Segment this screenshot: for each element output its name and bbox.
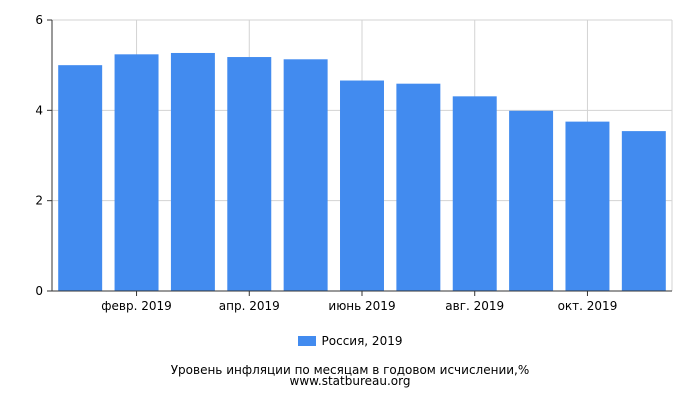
bar — [58, 65, 103, 292]
chart-title: Уровень инфляции по месяцам в годовом ис… — [170, 363, 530, 377]
bar — [340, 80, 384, 291]
bar — [170, 52, 215, 292]
bar — [565, 121, 610, 291]
bar — [621, 131, 666, 291]
x-tick-label: февр. 2019 — [101, 299, 172, 313]
y-tick-label: 2 — [35, 194, 43, 208]
y-tick-labels: 0 2 4 6 — [35, 13, 43, 298]
x-tick-labels: февр. 2019 апр. 2019 июнь 2019 авг. 2019 окт… — [101, 299, 617, 313]
axes — [47, 19, 672, 296]
bar-chart: 0 2 4 6 февр. 2019 апр. 2019 июнь 2019 авг. 20… — [35, 13, 673, 313]
bar — [452, 96, 497, 291]
legend-label: Россия, 2019 — [321, 334, 403, 348]
y-tick-label: 6 — [35, 13, 43, 27]
x-tick-label: окт. 2019 — [558, 299, 618, 313]
bar — [283, 59, 328, 291]
legend-swatch — [297, 336, 316, 346]
x-tick-label: апр. 2019 — [219, 299, 280, 313]
source-text: www.statbureau.org — [289, 374, 411, 388]
x-tick-label: июнь 2019 — [328, 299, 395, 313]
y-tick-label: 0 — [35, 284, 43, 298]
legend: Россия, 2019 — [0, 333, 700, 349]
bar — [396, 83, 441, 291]
bar — [509, 110, 554, 291]
bar — [114, 54, 159, 292]
x-tick-label: авг. 2019 — [445, 299, 504, 313]
bar — [227, 57, 272, 291]
bars — [58, 52, 666, 292]
y-tick-label: 4 — [35, 103, 43, 117]
